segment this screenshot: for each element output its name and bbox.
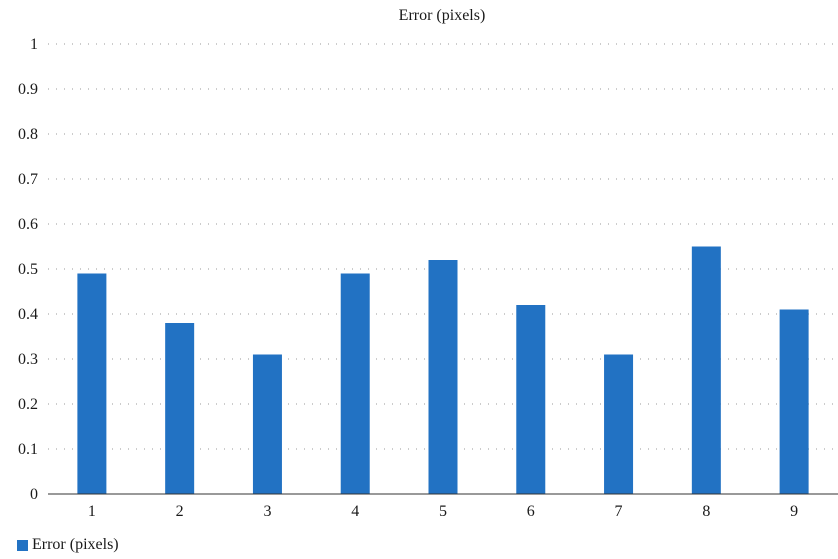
x-tick-label: 5 [439,503,447,520]
y-tick-label: 0.1 [18,441,38,458]
legend-label: Error (pixels) [32,536,119,553]
y-tick-label: 0.5 [18,261,38,278]
y-tick-label: 0.8 [18,126,38,143]
x-axis-ticks: 1 2 3 4 5 6 7 8 9 [88,503,798,520]
y-tick-label: 0 [30,486,38,503]
y-tick-label: 0.2 [18,396,38,413]
y-tick-label: 0.9 [18,81,38,98]
x-tick-label: 6 [527,503,535,520]
bar-1 [77,273,107,494]
y-tick-label: 1 [30,36,38,53]
x-tick-label: 8 [702,503,710,520]
bar-2 [165,323,195,494]
bars [77,246,809,494]
y-tick-label: 0.7 [18,171,38,188]
bar-4 [340,273,370,494]
legend: Error (pixels) [17,536,119,554]
x-tick-label: 2 [176,503,184,520]
y-axis-ticks: 0 0.1 0.2 0.3 0.4 0.5 0.6 0.7 0.8 0.9 1 [18,36,38,503]
x-tick-label: 4 [351,503,359,520]
x-tick-label: 7 [615,503,623,520]
y-tick-label: 0.6 [18,216,38,233]
bar-6 [516,305,546,494]
y-tick-label: 0.3 [18,351,38,368]
x-tick-label: 1 [88,503,96,520]
chart-title: Error (pixels) [399,7,486,24]
legend-swatch [17,539,28,551]
bar-3 [252,354,282,494]
bar-9 [779,309,809,494]
x-tick-label: 3 [263,503,271,520]
bar-8 [691,246,721,494]
y-tick-label: 0.4 [18,306,38,323]
bar-5 [428,260,458,494]
x-tick-label: 9 [790,503,798,520]
bar-7 [604,354,634,494]
